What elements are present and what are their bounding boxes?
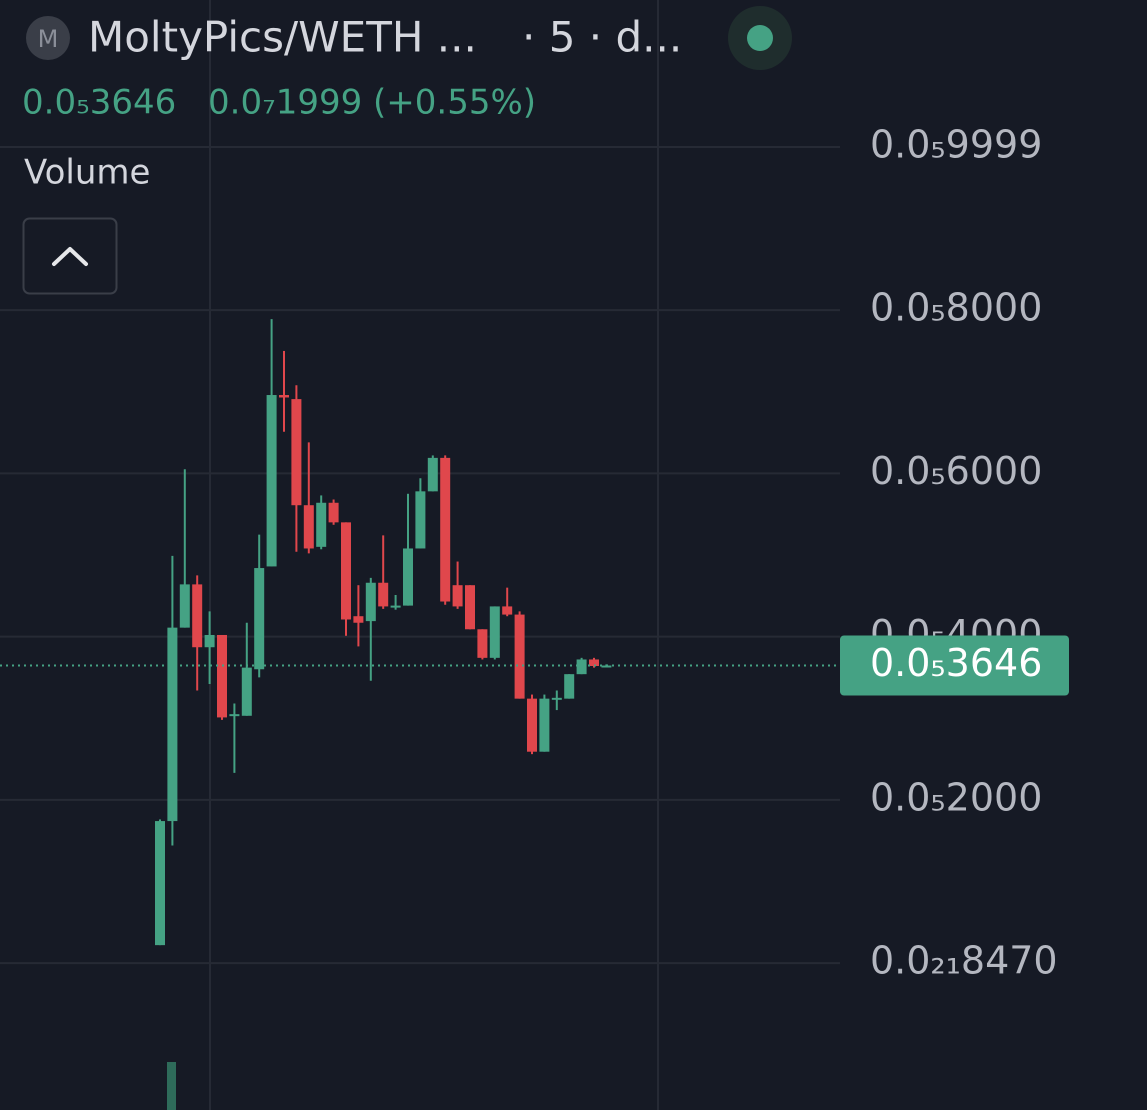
y-tick-label: 0.0₂₁8470 (870, 939, 1058, 983)
candle-body (415, 491, 426, 549)
legend-price: 0.0₅3646 (22, 83, 176, 123)
candle-body (390, 605, 401, 608)
chevron-up (52, 247, 88, 266)
last-price-tag (840, 635, 1069, 696)
candle-body (279, 395, 289, 398)
candle-body (328, 502, 339, 523)
candle-body (440, 457, 451, 602)
candle-body (353, 616, 364, 623)
candle-body (179, 584, 190, 628)
candle-body (254, 568, 265, 670)
candles (0, 319, 840, 946)
volume-label: Volume (24, 153, 150, 193)
y-tick-label: 0.0₅9999 (870, 122, 1042, 166)
y-tick-label: 0.0₅2000 (870, 775, 1042, 819)
candle-body (217, 634, 227, 718)
candle-body (477, 629, 488, 658)
candle-body (564, 674, 575, 699)
candle-body (316, 502, 327, 547)
candle-body (341, 522, 351, 620)
candle-body (539, 698, 550, 752)
candle-body (502, 606, 513, 615)
candle-body (204, 634, 215, 648)
candle-body (266, 395, 277, 567)
candle-body (489, 606, 500, 658)
candle-body (465, 585, 475, 630)
candle-body (427, 457, 438, 492)
candle-body (167, 627, 178, 822)
candle-body (403, 548, 413, 606)
candle-body (378, 582, 389, 607)
volume-bar (167, 1062, 176, 1110)
token-icon (26, 16, 70, 60)
candle-body (192, 584, 203, 648)
chart-meta: · 5 · d... (522, 13, 682, 62)
y-tick-label: 0.0₅8000 (870, 286, 1042, 330)
token-icon-letter: M (38, 25, 59, 53)
legend-change: 0.0₇1999 (+0.55%) (208, 83, 536, 123)
status-dot (747, 25, 773, 51)
candle-body (589, 659, 599, 666)
candle-body (527, 698, 537, 752)
price-axis: 0.0₂₁84700.0₅20000.0₅40000.0₅60000.0₅800… (840, 122, 1069, 983)
candle-body (303, 505, 314, 549)
candle-body (155, 821, 165, 946)
candle-body (452, 585, 463, 607)
candle-body (291, 399, 302, 506)
grid (0, 0, 840, 1110)
candle-body (229, 714, 240, 717)
y-tick-label: 0.0₅6000 (870, 449, 1042, 493)
collapse-button[interactable] (22, 217, 118, 295)
candle-body (241, 667, 252, 716)
last-price-label: 0.0₅3646 (870, 641, 1042, 685)
candle-body (576, 659, 587, 675)
candle-body (551, 697, 562, 700)
pair-name[interactable]: MoltyPics/WETH ... (88, 13, 477, 62)
candle-body (365, 582, 376, 622)
candle-body (514, 614, 525, 699)
